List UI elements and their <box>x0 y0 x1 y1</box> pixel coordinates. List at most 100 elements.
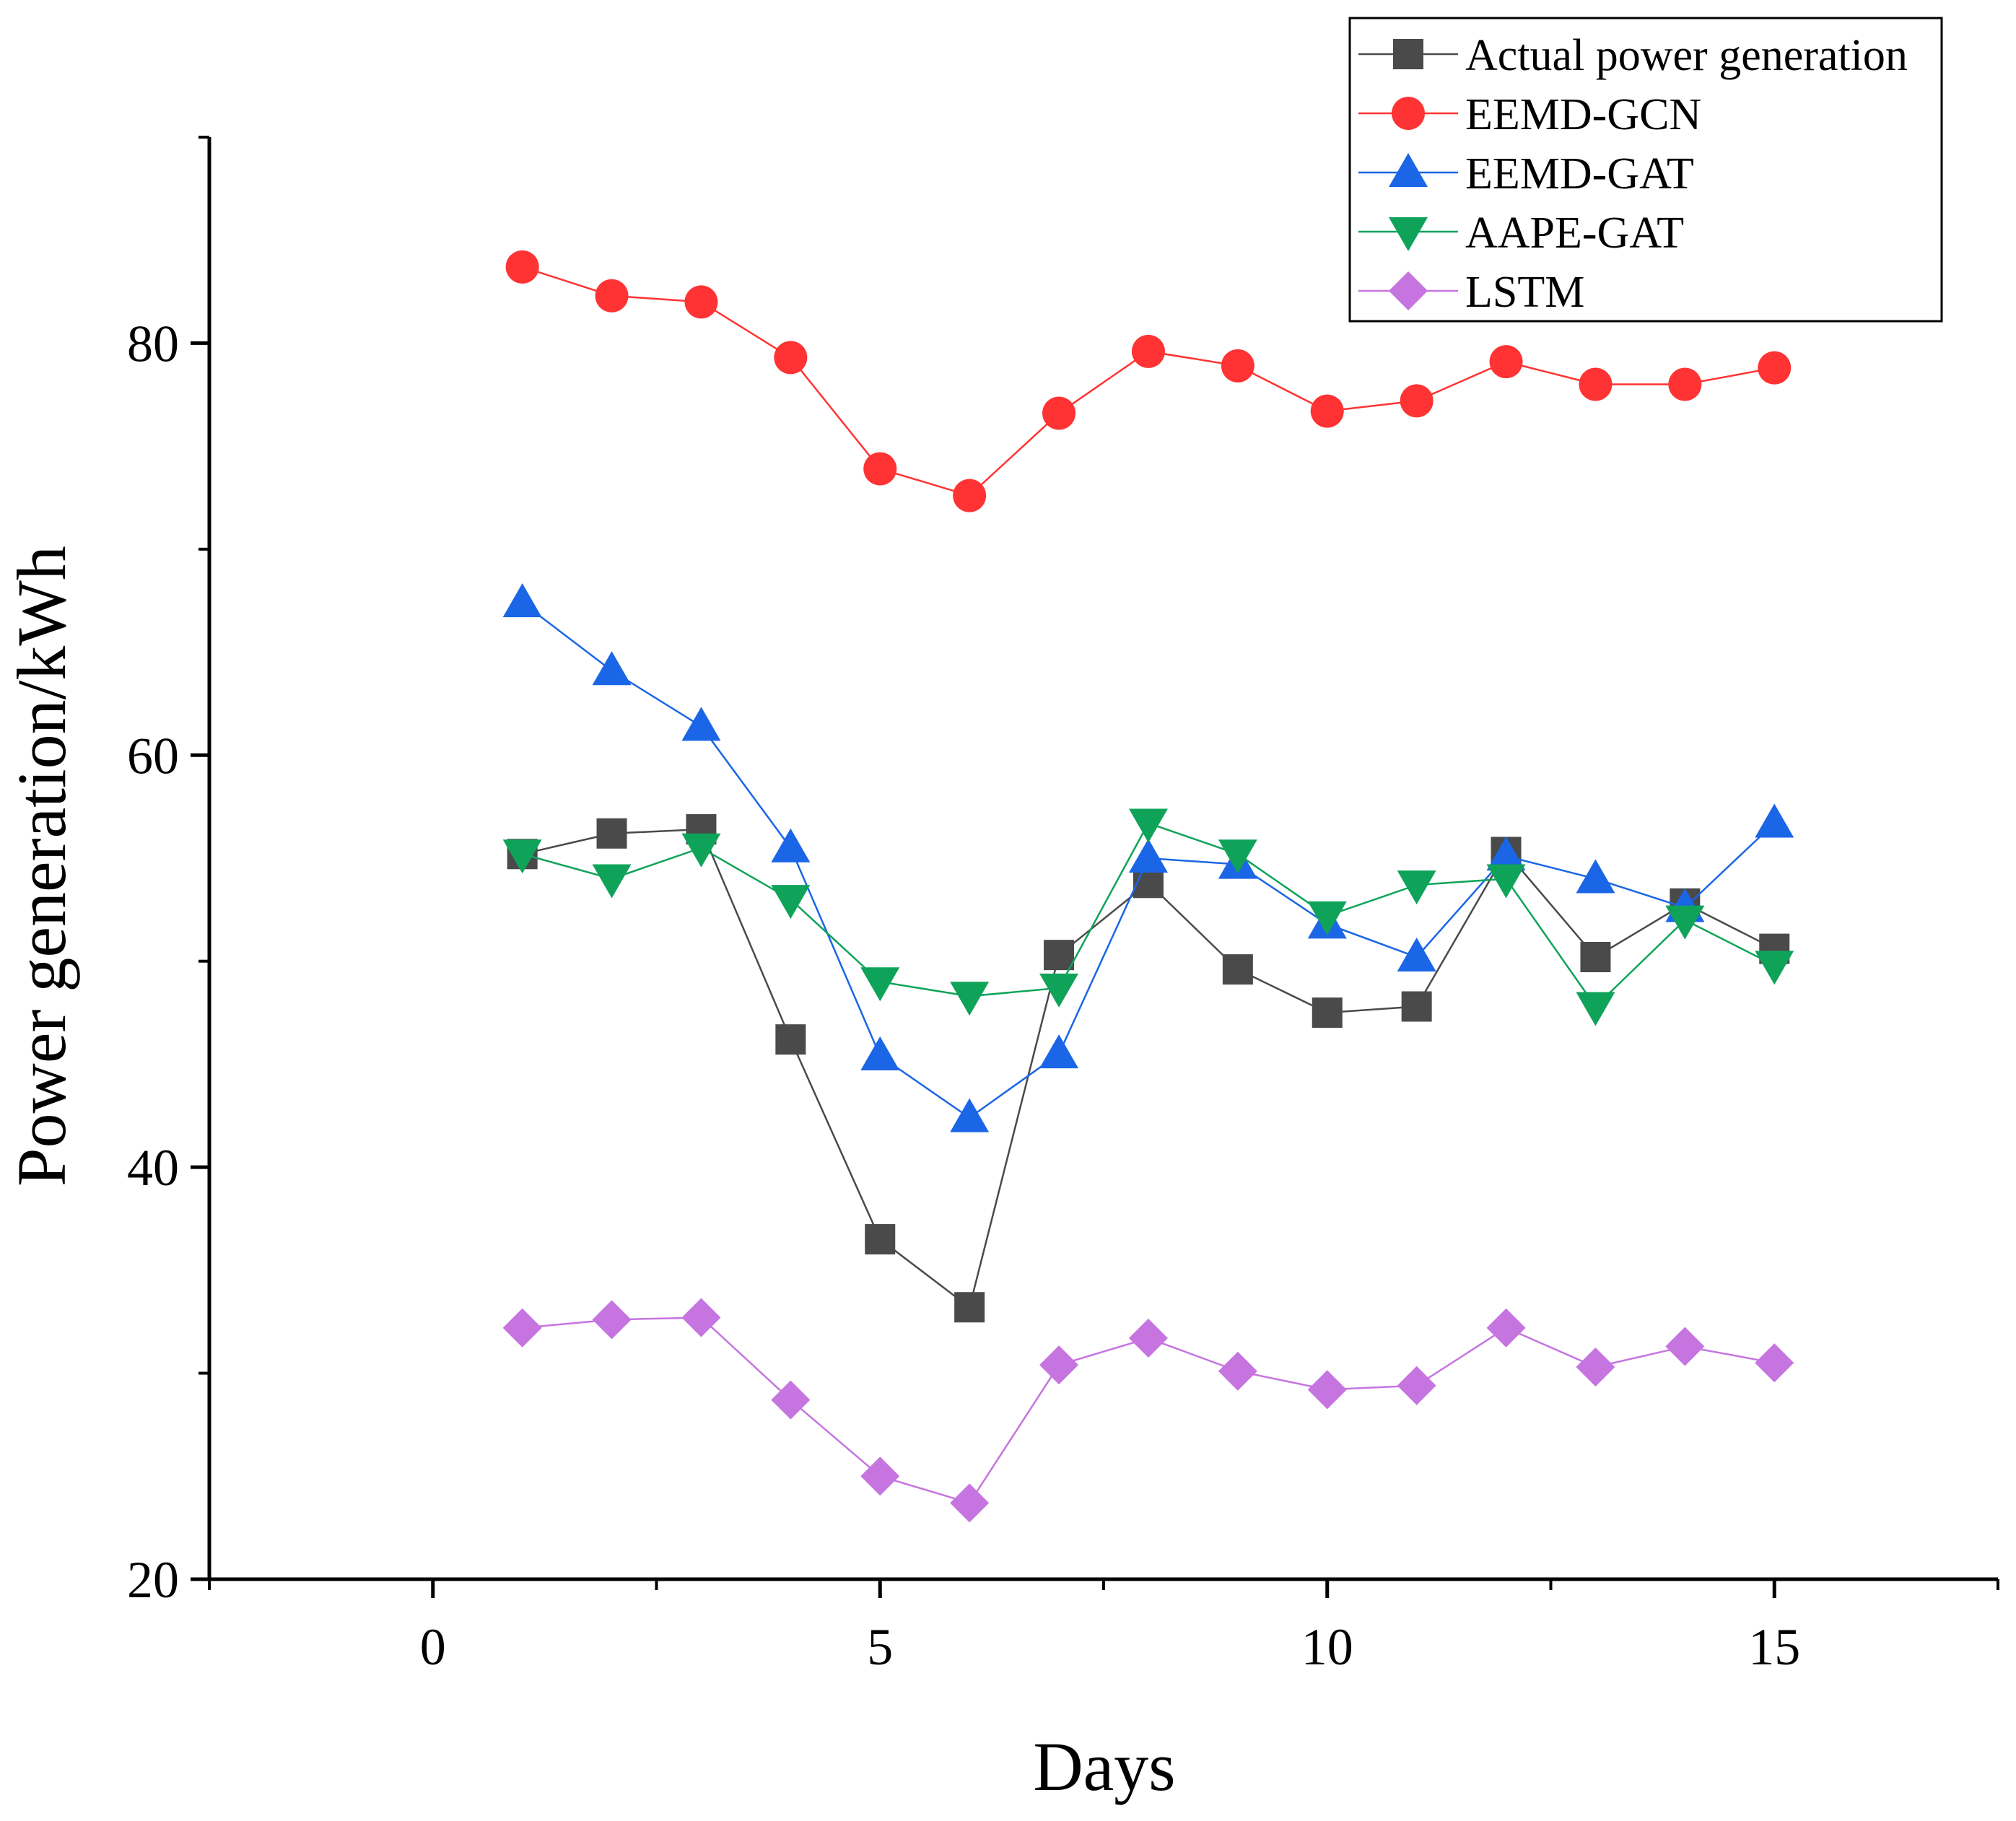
data-point-eemd-gcn <box>1400 384 1434 418</box>
data-point-aape-gat <box>1397 870 1436 905</box>
data-point-actual-power-generation <box>1133 868 1164 899</box>
legend-label: LSTM <box>1465 268 1584 317</box>
legend-label: AAPE-GAT <box>1465 209 1684 258</box>
data-point-eemd-gat <box>860 1036 900 1071</box>
data-point-aape-gat <box>1218 839 1257 874</box>
y-tick-label: 20 <box>127 1551 179 1609</box>
data-point-eemd-gcn <box>774 341 808 375</box>
data-point-eemd-gat <box>1486 837 1526 871</box>
series-eemd-gcn <box>505 250 1792 512</box>
data-point-lstm <box>1665 1327 1705 1366</box>
series-aape-gat <box>502 808 1794 1026</box>
legend-item-eemd-gcn: EEMD-GCN <box>1358 90 1701 139</box>
data-point-eemd-gcn <box>1131 334 1165 368</box>
data-point-lstm <box>1486 1308 1526 1348</box>
legend-item-lstm: LSTM <box>1358 268 1584 317</box>
data-point-lstm <box>771 1380 811 1420</box>
series-lstm <box>502 1298 1794 1523</box>
data-point-lstm <box>1128 1319 1168 1358</box>
legend-label: EEMD-GAT <box>1465 149 1694 198</box>
data-point-aape-gat <box>1128 808 1168 843</box>
axes <box>207 137 1998 1581</box>
series-layer <box>502 250 1794 1523</box>
x-tick-label: 0 <box>420 1618 446 1676</box>
x-tick-label: 5 <box>867 1618 893 1676</box>
y-tick-label: 40 <box>127 1139 179 1197</box>
x-axis-title: Days <box>1033 1728 1175 1805</box>
y-axis-title: Power generation/kWh <box>3 546 80 1187</box>
series-actual-power-generation <box>507 814 1790 1323</box>
data-point-lstm <box>592 1300 632 1340</box>
data-point-actual-power-generation <box>775 1024 806 1055</box>
data-point-eemd-gcn <box>1310 394 1344 428</box>
data-point-eemd-gcn <box>1042 396 1076 430</box>
data-point-eemd-gat <box>1128 839 1168 873</box>
data-point-eemd-gat <box>681 707 721 741</box>
legend-label: EEMD-GCN <box>1465 90 1701 139</box>
data-point-eemd-gcn <box>595 279 629 313</box>
legend-marker <box>1389 217 1428 251</box>
legend: Actual power generation EEMD-GCN EEMD-GAT A… <box>1348 17 1943 323</box>
data-point-eemd-gcn <box>953 479 987 512</box>
data-point-aape-gat <box>1307 901 1347 935</box>
data-point-eemd-gat <box>1576 859 1615 894</box>
data-point-actual-power-generation <box>1401 991 1432 1022</box>
data-point-eemd-gat <box>1397 938 1436 972</box>
data-point-lstm <box>1307 1370 1347 1410</box>
data-point-lstm <box>681 1298 721 1337</box>
data-point-actual-power-generation <box>1312 997 1343 1029</box>
data-point-eemd-gat <box>771 828 811 863</box>
data-point-lstm <box>1755 1343 1794 1383</box>
legend-items: Actual power generation EEMD-GCN EEMD-GAT A… <box>1358 31 1908 317</box>
data-point-eemd-gat <box>592 651 632 686</box>
data-point-eemd-gcn <box>863 452 897 486</box>
y-tick-label: 80 <box>127 315 179 372</box>
data-point-aape-gat <box>1576 992 1615 1026</box>
data-point-aape-gat <box>771 885 811 920</box>
legend-marker <box>1392 97 1425 130</box>
y-tick-label: 60 <box>127 727 179 785</box>
data-point-aape-gat <box>681 833 721 868</box>
data-point-actual-power-generation <box>596 818 627 849</box>
data-point-lstm <box>860 1457 900 1496</box>
data-point-aape-gat <box>1039 973 1079 1008</box>
data-point-eemd-gcn <box>1579 367 1613 401</box>
data-point-aape-gat <box>860 967 900 1002</box>
data-point-eemd-gcn <box>1758 351 1792 385</box>
x-tick-label: 10 <box>1301 1618 1353 1676</box>
x-tick-label: 15 <box>1748 1618 1800 1676</box>
data-point-actual-power-generation <box>954 1292 985 1323</box>
data-point-lstm <box>1039 1345 1079 1385</box>
data-point-aape-gat <box>1665 905 1705 940</box>
legend-marker <box>1389 153 1428 187</box>
data-point-eemd-gcn <box>684 285 718 319</box>
data-point-lstm <box>1576 1348 1615 1387</box>
data-point-eemd-gcn <box>505 250 539 284</box>
data-point-aape-gat <box>1755 951 1794 985</box>
data-point-aape-gat <box>1486 864 1526 899</box>
data-point-eemd-gat <box>502 583 542 618</box>
legend-item-aape-gat: AAPE-GAT <box>1358 209 1684 258</box>
series-eemd-gat <box>502 583 1794 1132</box>
data-point-eemd-gcn <box>1668 367 1702 401</box>
legend-item-actual-power-generation: Actual power generation <box>1358 31 1908 80</box>
data-point-eemd-gat <box>1039 1034 1079 1069</box>
data-point-eemd-gat <box>950 1098 990 1132</box>
legend-marker <box>1389 271 1428 310</box>
data-point-aape-gat <box>950 982 990 1016</box>
data-point-eemd-gcn <box>1221 349 1254 383</box>
legend-marker <box>1393 39 1423 69</box>
data-point-actual-power-generation <box>1222 954 1253 985</box>
legend-frame <box>1348 17 1943 323</box>
ticks: 0 5 10 15 20 40 60 80 <box>127 136 1999 1676</box>
data-point-actual-power-generation <box>865 1224 896 1255</box>
data-point-actual-power-generation <box>1580 942 1611 973</box>
data-point-lstm <box>502 1308 542 1348</box>
data-point-aape-gat <box>592 864 632 899</box>
data-point-lstm <box>1397 1366 1436 1405</box>
data-point-lstm <box>950 1483 990 1523</box>
data-point-eemd-gat <box>1755 803 1794 838</box>
legend-item-eemd-gat: EEMD-GAT <box>1358 149 1694 198</box>
data-point-aape-gat <box>502 839 542 874</box>
